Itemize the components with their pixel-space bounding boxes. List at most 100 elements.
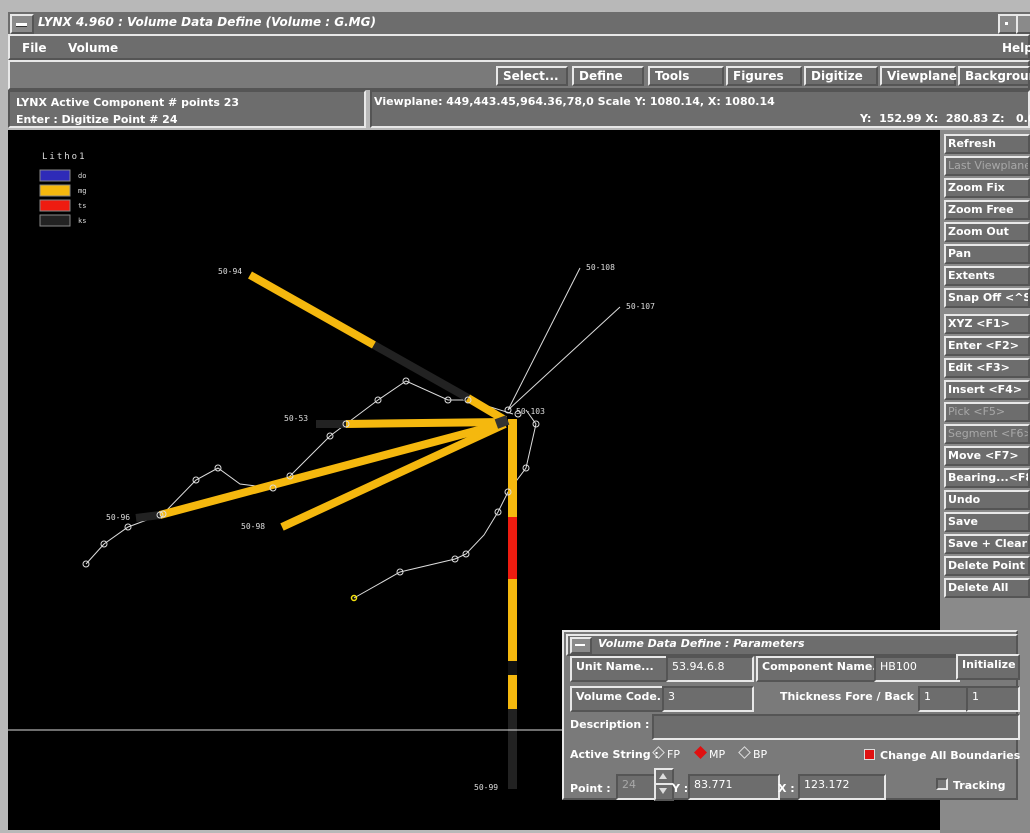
legend-label-ks: ks: [78, 217, 86, 225]
dialog-title-bar: Volume Data Define : Parameters: [566, 634, 1018, 656]
delete-all-button[interactable]: Delete All: [944, 578, 1030, 598]
point-down-arrow[interactable]: [654, 783, 674, 801]
extents-button[interactable]: Extents: [944, 266, 1030, 286]
digitize-button[interactable]: Digitize: [804, 66, 878, 86]
legend-label-ts: ts: [78, 202, 86, 210]
thickness-fore-field[interactable]: 1: [918, 686, 970, 712]
description-label: Description :: [570, 718, 650, 731]
dialog-menu-button[interactable]: [570, 637, 592, 654]
delete-point-button[interactable]: Delete Point: [944, 556, 1030, 576]
point-label: Point :: [570, 782, 611, 795]
x-label: X :: [778, 782, 795, 795]
status-points: LYNX Active Component # points 23: [16, 96, 240, 109]
maximize-button[interactable]: [1016, 14, 1030, 34]
define-button[interactable]: Define: [572, 66, 644, 86]
tools-button[interactable]: Tools: [648, 66, 724, 86]
y-label: Y :: [672, 782, 689, 795]
y-coordinate-field[interactable]: 83.771: [688, 774, 780, 800]
zoom-free-button[interactable]: Zoom Free: [944, 200, 1030, 220]
zoom-fix-button[interactable]: Zoom Fix: [944, 178, 1030, 198]
tracking-label: Tracking: [953, 779, 1006, 792]
change-all-boundaries-label: Change All Boundaries: [880, 749, 1021, 762]
drawing-canvas[interactable]: Litho1 do mg ts ks: [8, 130, 940, 830]
legend-swatch-ks: [39, 214, 71, 227]
drillhole-50-99-segment: [508, 419, 517, 517]
thickness-label: Thickness Fore / Back :: [780, 690, 923, 703]
radio-fp[interactable]: FP: [650, 746, 680, 761]
enter-f2-button[interactable]: Enter <F2>: [944, 336, 1030, 356]
drillhole-50-99-segment: [508, 661, 517, 675]
menu-volume[interactable]: Volume: [68, 41, 119, 55]
menu-bar: File Volume Help: [8, 34, 1030, 60]
hole-label-50-99: 50-99: [474, 783, 498, 792]
insert-f4-button[interactable]: Insert <F4>: [944, 380, 1030, 400]
minimize-button[interactable]: [998, 14, 1018, 34]
refresh-button[interactable]: Refresh: [944, 134, 1030, 154]
save-clear-button[interactable]: Save + Clear: [944, 534, 1030, 554]
background-button[interactable]: Background: [958, 66, 1030, 86]
move-f7-button[interactable]: Move <F7>: [944, 446, 1030, 466]
pan-button[interactable]: Pan: [944, 244, 1030, 264]
unit-name-button[interactable]: Unit Name...: [570, 656, 674, 682]
tracking-indicator: [936, 778, 948, 790]
radio-bp[interactable]: BP: [736, 746, 768, 761]
radio-mp[interactable]: MP: [692, 746, 726, 761]
radio-mp-label: MP: [709, 748, 726, 761]
drillhole-50-99-segment: [508, 709, 517, 789]
bearing-f8-button[interactable]: Bearing...<F8>: [944, 468, 1030, 488]
drillhole-50-53-segment: [345, 418, 506, 428]
xyz-f1-button[interactable]: XYZ <F1>: [944, 314, 1030, 334]
change-all-boundaries-checkbox[interactable]: Change All Boundaries: [864, 749, 1020, 762]
title-bar: LYNX 4.960 : Volume Data Define (Volume …: [8, 12, 1030, 34]
active-string-label: Active String :: [570, 748, 659, 761]
cursor-coords: Y: 152.99 X: 280.83 Z: 0.00: [860, 112, 1030, 125]
hole-label-50-103: 50-103: [516, 407, 545, 416]
volume-code-field[interactable]: 3: [662, 686, 754, 712]
drillhole-50-94-segment: [465, 394, 508, 424]
change-all-boundaries-indicator: [864, 749, 875, 760]
point-number-field: 24: [616, 774, 660, 800]
figures-button[interactable]: Figures: [726, 66, 802, 86]
drillhole-50-99-segment: [508, 579, 517, 661]
hole-label-50-94: 50-94: [218, 267, 242, 276]
zoom-out-button[interactable]: Zoom Out: [944, 222, 1030, 242]
drillhole-50-96-segment: [135, 511, 161, 522]
save-button[interactable]: Save: [944, 512, 1030, 532]
legend-title: Litho1: [42, 152, 87, 162]
hole-label-50-107: 50-107: [626, 302, 655, 311]
thickness-back-field[interactable]: 1: [966, 686, 1020, 712]
digitized-points: [82, 377, 540, 576]
radio-mp-indicator: [694, 746, 707, 759]
segment-f6-button[interactable]: Segment <F6>: [944, 424, 1030, 444]
last-viewplane-button[interactable]: Last Viewplane: [944, 156, 1030, 176]
pick-f5-button[interactable]: Pick <F5>: [944, 402, 1030, 422]
dialog-title: Volume Data Define : Parameters: [598, 637, 805, 650]
select-button[interactable]: Select...: [496, 66, 568, 86]
component-name-field[interactable]: HB100: [874, 656, 960, 682]
radio-bp-label: BP: [753, 748, 768, 761]
description-field[interactable]: [652, 714, 1020, 740]
window-title: LYNX 4.960 : Volume Data Define (Volume …: [38, 15, 376, 29]
collar-patch: [494, 415, 510, 429]
menu-file[interactable]: File: [22, 41, 47, 55]
snap-off-s-button[interactable]: Snap Off <^S>: [944, 288, 1030, 308]
radio-fp-indicator: [652, 746, 665, 759]
x-coordinate-field[interactable]: 123.172: [798, 774, 886, 800]
viewplane-button[interactable]: Viewplane: [880, 66, 957, 86]
window-menu-button[interactable]: [10, 14, 34, 34]
component-name-button[interactable]: Component Name...: [756, 656, 885, 682]
undo-button[interactable]: Undo: [944, 490, 1030, 510]
menu-help[interactable]: Help: [1002, 41, 1030, 55]
unit-name-field[interactable]: 53.94.6.8: [666, 656, 754, 682]
volume-code-button[interactable]: Volume Code...: [570, 686, 670, 712]
status-prompt: Enter : Digitize Point # 24: [16, 113, 178, 126]
drillhole-50-96-segment: [158, 419, 507, 519]
tracking-checkbox[interactable]: Tracking: [936, 778, 1005, 792]
initialize-button[interactable]: Initialize: [956, 654, 1020, 680]
drillhole-50-99-segment: [508, 517, 517, 579]
legend-swatch-do: [39, 169, 71, 182]
legend-swatch-mg: [39, 184, 71, 197]
viewplane-panel: Viewplane: 449,443.45,964.36,78,0 Scale …: [370, 90, 1030, 128]
parameters-dialog: Volume Data Define : Parameters Unit Nam…: [562, 630, 1020, 801]
edit-f3-button[interactable]: Edit <F3>: [944, 358, 1030, 378]
